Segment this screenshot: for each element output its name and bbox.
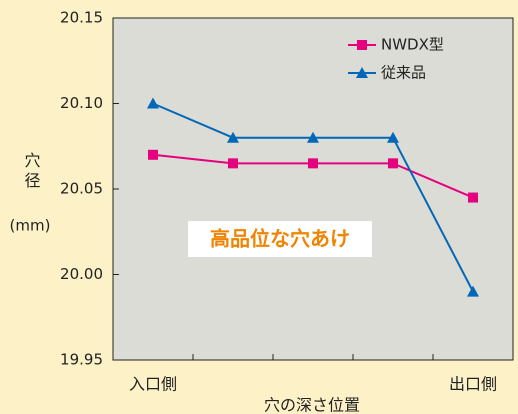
legend-label: 従来品 <box>381 64 426 82</box>
marker <box>308 158 318 169</box>
plot-area <box>112 17 514 361</box>
x-axis-label: 穴の深さ位置 <box>264 396 360 414</box>
marker <box>467 285 479 297</box>
y-axis-unit: (mm) <box>10 217 51 235</box>
marker <box>148 149 158 160</box>
marker <box>388 158 398 169</box>
marker <box>147 97 159 109</box>
marker <box>228 158 238 169</box>
x-tick-label: 出口側 <box>449 375 497 394</box>
annotation-box <box>188 221 372 257</box>
y-tick-label: 19.95 <box>60 351 103 369</box>
y-tick-label: 20.10 <box>60 94 103 112</box>
y-tick-label: 20.15 <box>60 9 103 27</box>
y-tick-label: 20.00 <box>60 265 103 283</box>
marker <box>307 131 319 143</box>
marker <box>356 67 368 78</box>
x-tick-label: 入口側 <box>129 375 177 394</box>
marker <box>357 40 367 50</box>
legend-label: NWDX型 <box>381 36 444 54</box>
y-tick-label: 20.05 <box>60 180 103 198</box>
marker <box>468 192 478 203</box>
marker <box>227 131 239 143</box>
y-axis-label: 穴径 <box>22 152 41 192</box>
annotation: 高品位な穴あけ <box>210 227 350 251</box>
marker <box>387 131 399 143</box>
